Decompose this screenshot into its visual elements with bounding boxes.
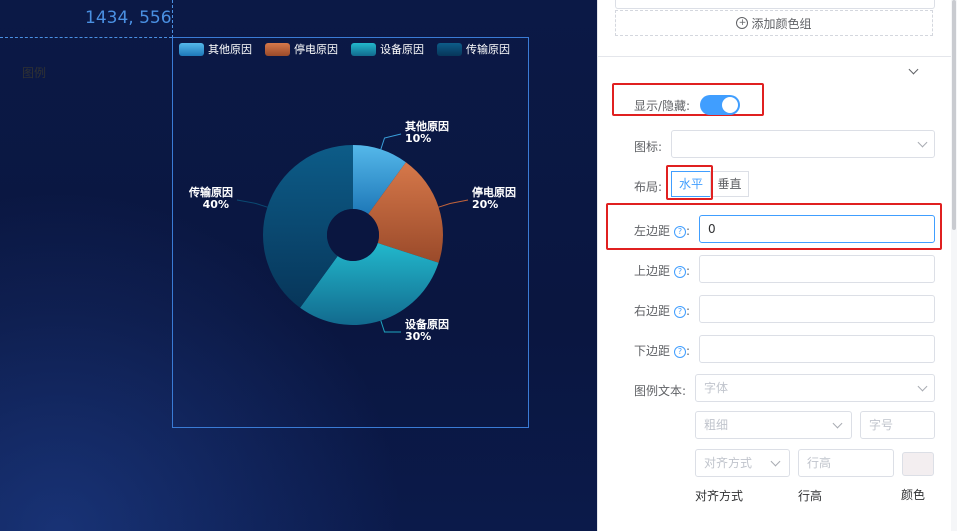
legend-swatch xyxy=(265,43,290,56)
legend-item[interactable]: 设备原因 xyxy=(351,42,424,56)
legend-swatch xyxy=(351,43,376,56)
legend-item[interactable]: 其他原因 xyxy=(179,43,252,56)
left-margin-input[interactable]: 0 xyxy=(699,215,935,243)
vertical-guide-line xyxy=(172,0,173,38)
pie-chart-svg: 其他原因 停电原因 设备原因 传输原因 其他原因10%停电原因20%设备原因30%传输… xyxy=(179,42,516,343)
legend-label: 设备原因 xyxy=(380,42,424,56)
label-leader-line xyxy=(438,199,469,208)
icon-select[interactable] xyxy=(671,130,935,158)
pie-slice[interactable] xyxy=(368,162,443,263)
align-caption: 对齐方式 xyxy=(695,489,744,503)
color-picker[interactable] xyxy=(902,452,934,476)
label-leader-line xyxy=(236,199,268,208)
pie-chart-widget[interactable]: 其他原因 停电原因 设备原因 传输原因 其他原因 10% 停电原因 20% 设备原因 30% 传输… xyxy=(172,37,529,428)
help-icon[interactable]: ? xyxy=(674,306,687,318)
legend-section-title: 图例 xyxy=(22,66,47,80)
toggle-knob xyxy=(722,97,738,113)
previous-field-edge xyxy=(615,0,935,9)
help-icon[interactable]: ? xyxy=(674,266,687,278)
coordinate-readout: 1434, 556 xyxy=(85,8,172,28)
show-hide-toggle[interactable] xyxy=(700,95,740,115)
font-family-select[interactable]: 字体 xyxy=(695,374,935,402)
label-leader-line xyxy=(380,133,402,150)
layout-horizontal-button[interactable]: 水平 xyxy=(671,171,711,197)
icon-label: 图标: xyxy=(634,140,663,154)
right-margin-label: 右边距?: xyxy=(634,304,691,318)
slice-category-label: 停电原因 xyxy=(472,185,516,199)
legend-label: 停电原因 xyxy=(294,42,338,56)
slice-value-label: 20% xyxy=(472,198,498,211)
help-icon[interactable]: ? xyxy=(674,346,687,358)
color-caption: 颜色 xyxy=(901,488,926,502)
highlight-box-layout xyxy=(666,165,713,200)
plus-circle-icon: + xyxy=(736,17,749,29)
legend-text-label: 图例文本: xyxy=(634,384,687,398)
bottom-margin-label: 下边距?: xyxy=(634,344,691,358)
pie-slice[interactable] xyxy=(263,145,353,308)
scrollbar-thumb[interactable] xyxy=(952,0,956,230)
add-color-group-button[interactable]: + 添加颜色组 xyxy=(615,10,933,36)
bottom-margin-input[interactable] xyxy=(699,335,935,363)
legend-label: 传输原因 xyxy=(466,42,510,56)
font-size-input[interactable]: 字号 xyxy=(860,411,935,439)
horizontal-guide-line xyxy=(0,37,172,38)
slice-value-label: 30% xyxy=(405,330,431,343)
line-height-caption: 行高 xyxy=(798,489,823,503)
layout-label: 布局: xyxy=(634,180,663,194)
top-margin-input[interactable] xyxy=(699,255,935,283)
add-color-group-label: 添加颜色组 xyxy=(751,16,812,31)
slice-value-label: 40% xyxy=(203,198,229,211)
show-hide-label: 显示/隐藏: xyxy=(634,99,691,113)
legend-section-header[interactable] xyxy=(598,56,957,87)
highlight-box-show-hide xyxy=(612,83,764,116)
top-margin-label: 上边距?: xyxy=(634,264,691,278)
legend-label: 其他原因 xyxy=(208,43,252,56)
slice-category-label: 设备原因 xyxy=(405,317,449,331)
legend-item[interactable]: 传输原因 xyxy=(437,42,510,56)
slice-category-label: 其他原因 xyxy=(405,119,449,133)
layout-vertical-button[interactable]: 垂直 xyxy=(710,171,749,197)
text-align-select[interactable]: 对齐方式 xyxy=(695,449,790,477)
legend-item[interactable]: 停电原因 xyxy=(265,42,338,56)
legend-swatch xyxy=(179,43,204,56)
pie-slice[interactable] xyxy=(353,145,406,214)
help-icon[interactable]: ? xyxy=(674,226,687,238)
slice-value-label: 10% xyxy=(405,132,431,145)
font-weight-select[interactable]: 粗细 xyxy=(695,411,852,439)
panel-scrollbar[interactable] xyxy=(951,0,957,531)
label-leader-line xyxy=(380,320,402,333)
design-canvas[interactable]: 1434, 556 其他原因 停电原因 设备原因 传输原因 其他原因 10% 停电原因 20… xyxy=(0,0,597,531)
right-margin-input[interactable] xyxy=(699,295,935,323)
line-height-input[interactable]: 行高 xyxy=(798,449,894,477)
donut-hole xyxy=(327,209,379,261)
slice-category-label: 传输原因 xyxy=(188,185,233,199)
pie-slice[interactable] xyxy=(300,243,439,326)
legend-swatch xyxy=(437,43,462,56)
left-margin-label: 左边距?: xyxy=(634,224,691,238)
highlight-box-left-margin xyxy=(606,203,942,250)
